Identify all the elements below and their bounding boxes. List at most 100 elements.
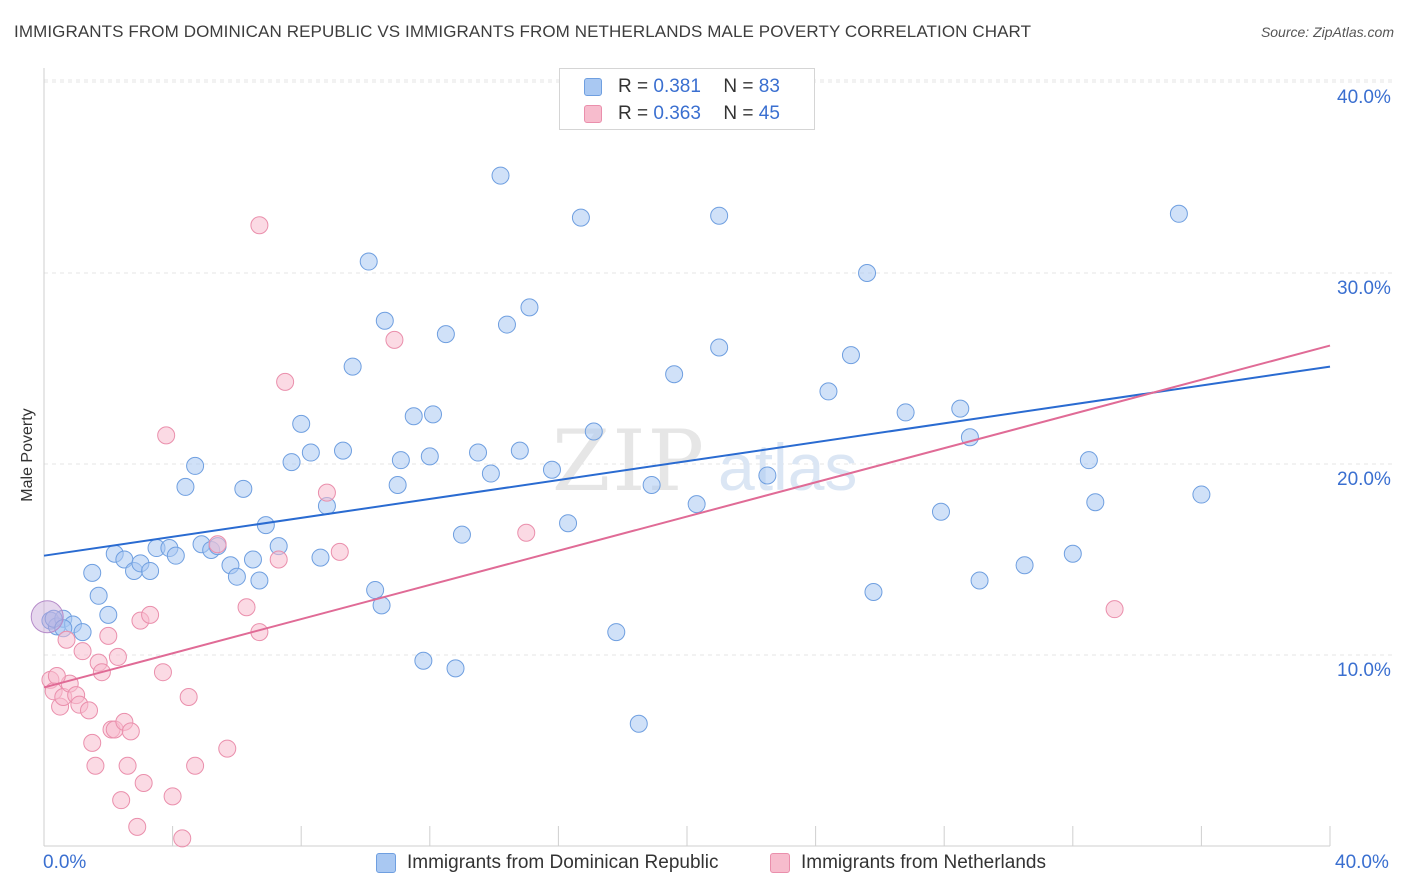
data-point xyxy=(208,535,227,554)
legend-n-value: 83 xyxy=(758,76,780,97)
data-point xyxy=(186,456,205,475)
source-label: Source: ZipAtlas.com xyxy=(1260,24,1394,40)
legend-r-label: R = xyxy=(618,76,649,97)
data-point xyxy=(1086,493,1105,512)
data-point xyxy=(89,586,108,605)
chart-title: IMMIGRANTS FROM DOMINICAN REPUBLIC VS IM… xyxy=(14,22,1032,41)
data-point xyxy=(134,773,153,792)
data-point xyxy=(343,357,362,376)
data-point xyxy=(179,688,198,707)
data-point xyxy=(665,365,684,384)
data-point xyxy=(99,626,118,645)
data-point xyxy=(141,605,160,624)
data-point xyxy=(1079,451,1098,470)
data-point xyxy=(629,714,648,733)
data-point xyxy=(83,733,102,752)
data-point xyxy=(250,571,269,590)
data-point xyxy=(292,414,311,433)
legend-n-value: 45 xyxy=(758,103,780,124)
data-point xyxy=(497,315,516,334)
data-point xyxy=(391,451,410,470)
legend-label-netherlands: Immigrants from Netherlands xyxy=(801,852,1046,873)
legend-r-label: R = xyxy=(618,103,649,124)
legend-swatch-blue xyxy=(376,853,396,873)
data-point xyxy=(250,216,269,235)
data-point xyxy=(404,407,423,426)
data-point xyxy=(333,441,352,460)
trend-line xyxy=(43,365,1331,557)
data-point xyxy=(710,338,729,357)
data-point xyxy=(301,443,320,462)
y-tick-40: 40.0% xyxy=(1337,87,1391,108)
data-point xyxy=(481,464,500,483)
data-point xyxy=(311,548,330,567)
data-point xyxy=(282,453,301,472)
data-point xyxy=(80,701,99,720)
data-point xyxy=(128,817,147,836)
data-point xyxy=(687,495,706,514)
data-point xyxy=(520,298,539,317)
data-point xyxy=(1192,485,1211,504)
watermark-atlas: atlas xyxy=(718,430,857,504)
y-tick-30: 30.0% xyxy=(1337,278,1391,299)
y-tick-10: 10.0% xyxy=(1337,660,1391,681)
data-point xyxy=(542,460,561,479)
data-point xyxy=(951,399,970,418)
data-point xyxy=(99,605,118,624)
data-point xyxy=(141,561,160,580)
trend-lines xyxy=(43,344,1331,689)
data-point xyxy=(584,422,603,441)
data-point-cluster xyxy=(30,600,64,634)
data-point xyxy=(385,330,404,349)
x-tick-max: 40.0% xyxy=(1335,852,1389,873)
legend-n-label: N = xyxy=(723,103,754,124)
legend-item-dominican: Immigrants from Dominican Republic xyxy=(376,852,719,874)
data-point xyxy=(359,252,378,271)
data-point xyxy=(237,598,256,617)
data-point xyxy=(491,166,510,185)
data-point xyxy=(73,642,92,661)
data-point xyxy=(166,546,185,565)
legend-label-dominican: Immigrants from Dominican Republic xyxy=(407,852,719,873)
series-netherlands xyxy=(41,216,1124,848)
data-point xyxy=(118,756,137,775)
data-point xyxy=(157,426,176,445)
data-point xyxy=(73,623,92,642)
data-point xyxy=(559,514,578,533)
legend-swatch-pink xyxy=(584,105,602,123)
data-point xyxy=(841,346,860,365)
data-point xyxy=(420,447,439,466)
data-point xyxy=(186,756,205,775)
data-point xyxy=(414,651,433,670)
legend-row-dominican: R = 0.381 N = 83 xyxy=(584,75,780,99)
data-point xyxy=(436,325,455,344)
legend-n-label: N = xyxy=(723,76,754,97)
data-point xyxy=(112,791,131,810)
data-point xyxy=(86,756,105,775)
data-point xyxy=(218,739,237,758)
legend-r-value: 0.381 xyxy=(653,76,701,97)
data-point xyxy=(758,466,777,485)
data-point xyxy=(269,550,288,569)
data-point xyxy=(108,647,127,666)
data-point xyxy=(83,563,102,582)
legend-row-netherlands: R = 0.363 N = 45 xyxy=(584,102,780,126)
data-point xyxy=(227,567,246,586)
correlation-legend: R = 0.381 N = 83 R = 0.363 N = 45 xyxy=(559,68,815,130)
data-point xyxy=(375,311,394,330)
series-dominican-republic xyxy=(30,166,1211,733)
legend-swatch-blue xyxy=(584,78,602,96)
data-point xyxy=(896,403,915,422)
data-point xyxy=(173,829,192,848)
data-point xyxy=(276,372,295,391)
data-point xyxy=(1105,600,1124,619)
data-point xyxy=(243,550,262,569)
data-point xyxy=(317,483,336,502)
data-point xyxy=(710,206,729,225)
data-point xyxy=(366,581,385,600)
trend-line xyxy=(43,344,1331,689)
grid-lines xyxy=(44,79,1395,656)
data-point xyxy=(163,787,182,806)
data-point xyxy=(446,659,465,678)
